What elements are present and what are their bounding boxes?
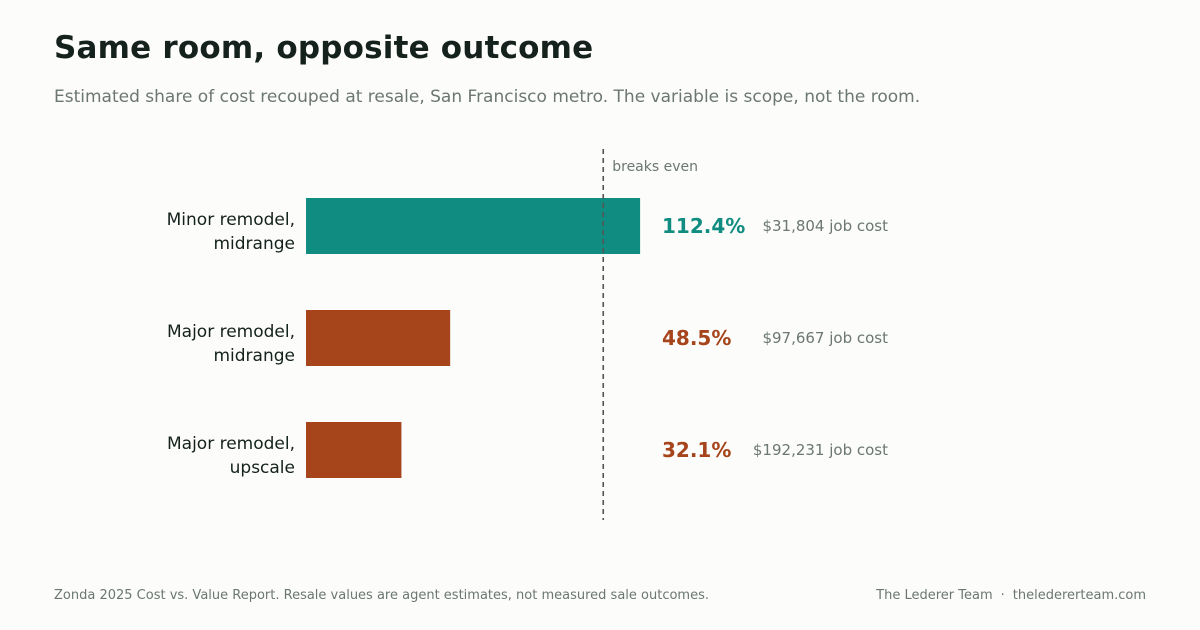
value-label-3: 32.1% xyxy=(662,438,731,462)
break-even-label: breaks even xyxy=(612,159,698,175)
category-label-line: Minor remodel, xyxy=(167,210,295,230)
bar-2 xyxy=(306,310,451,366)
bar-1 xyxy=(306,198,641,254)
category-label-line: midrange xyxy=(213,234,295,254)
category-label-line: Major remodel, xyxy=(167,434,295,454)
category-label-line: upscale xyxy=(230,458,295,478)
category-label-1: Minor remodel, midrange xyxy=(167,210,295,254)
brand-website[interactable]: theledererteam.com xyxy=(1012,588,1146,603)
category-label-3: Major remodel, upscale xyxy=(167,434,295,478)
bar-chart: breaks even Minor remodel, midrange 112.4% $… xyxy=(167,149,888,520)
brand-name: The Lederer Team xyxy=(876,588,993,603)
category-label-line: Major remodel, xyxy=(167,322,295,342)
chart-subtitle: Estimated share of cost recouped at resa… xyxy=(54,87,921,107)
bar-3 xyxy=(306,422,402,478)
source-note: Zonda 2025 Cost vs. Value Report. Resale… xyxy=(54,588,709,603)
value-label-1: 112.4% xyxy=(662,214,745,238)
category-label-2: Major remodel, midrange xyxy=(167,322,295,366)
category-label-line: midrange xyxy=(213,346,295,366)
chart-title: Same room, opposite outcome xyxy=(54,30,594,66)
cost-label-1: $31,804 job cost xyxy=(762,217,888,235)
value-label-2: 48.5% xyxy=(662,326,731,350)
cost-label-3: $192,231 job cost xyxy=(753,441,888,459)
footer-separator: · xyxy=(1000,588,1005,603)
cost-label-2: $97,667 job cost xyxy=(762,329,888,347)
footer-brand: The Lederer Team · theledererteam.com xyxy=(876,588,1146,603)
